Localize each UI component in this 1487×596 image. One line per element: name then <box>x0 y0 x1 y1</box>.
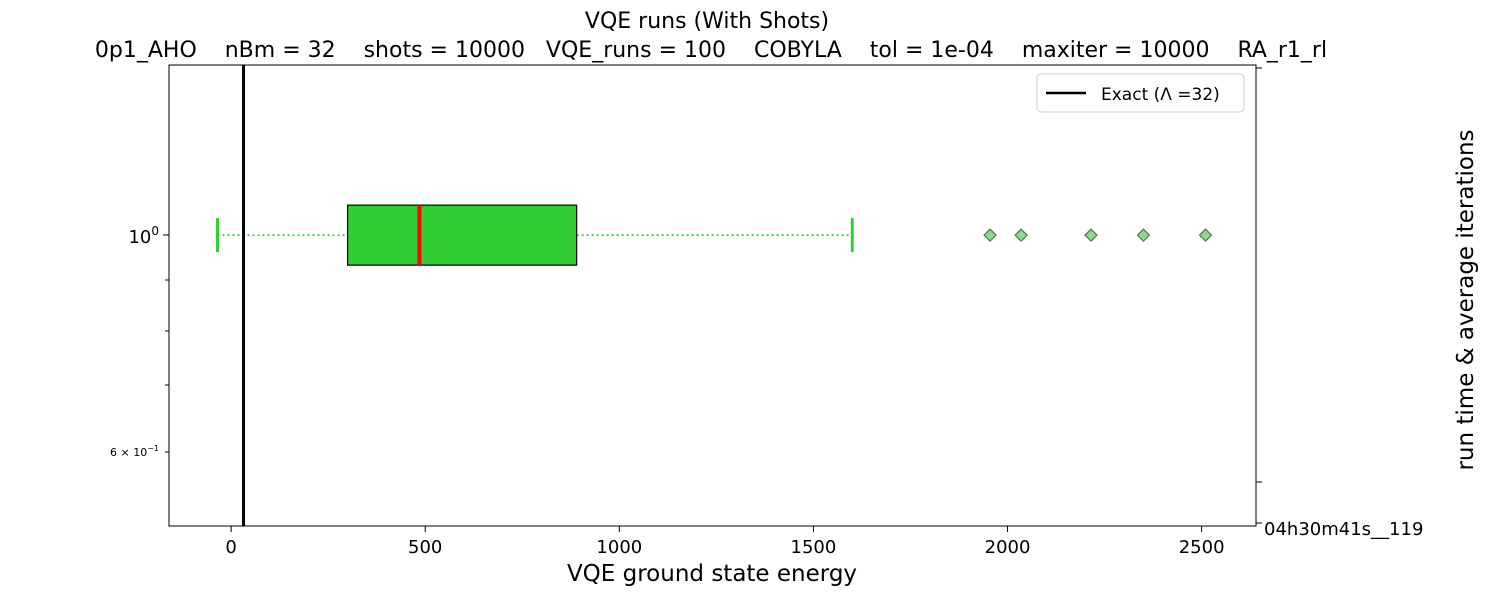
x-tick-label: 1500 <box>791 537 837 558</box>
outlier-point <box>1084 228 1098 242</box>
outlier-point <box>1136 228 1151 242</box>
y-tick-major: 100 <box>128 224 169 248</box>
box-iqr <box>346 204 578 266</box>
plot-area <box>216 65 1213 526</box>
chart-subtitle: 0p1_AHO nBm = 32 shots = 10000 VQE_runs … <box>95 38 1327 63</box>
x-tick-label: 0 <box>225 537 236 558</box>
legend-box <box>1036 73 1245 113</box>
y-tick-label-minor: 6 × 10−1 <box>110 444 159 459</box>
outlier-point <box>1014 228 1028 242</box>
x-axis-ticks: 0 500 1000 1500 2000 2500 <box>225 526 1225 558</box>
x-tick-label: 500 <box>408 537 442 558</box>
x-tick-label: 2000 <box>985 537 1031 558</box>
outlier-point <box>983 228 997 242</box>
legend-label-exact: Exact (Λ =32) <box>1101 85 1220 105</box>
x-tick-label: 2500 <box>1179 537 1225 558</box>
right-y-axis-label: run time & average iterations <box>1453 129 1479 470</box>
outlier-point <box>1198 228 1213 242</box>
y-tick-label-major: 100 <box>128 224 159 248</box>
legend: Exact (Λ =32) <box>1036 73 1245 113</box>
plot-frame <box>168 64 1257 527</box>
x-tick-label: 1000 <box>596 537 642 558</box>
right-tick-label: 04h30m41s__119 <box>1264 519 1423 540</box>
x-axis-label: VQE ground state energy <box>567 561 857 587</box>
right-axis-ticks: 04h30m41s__119 <box>1256 67 1423 540</box>
y-tick-minor: 6 × 10−1 <box>110 279 169 459</box>
chart-title: VQE runs (With Shots) <box>585 9 829 34</box>
